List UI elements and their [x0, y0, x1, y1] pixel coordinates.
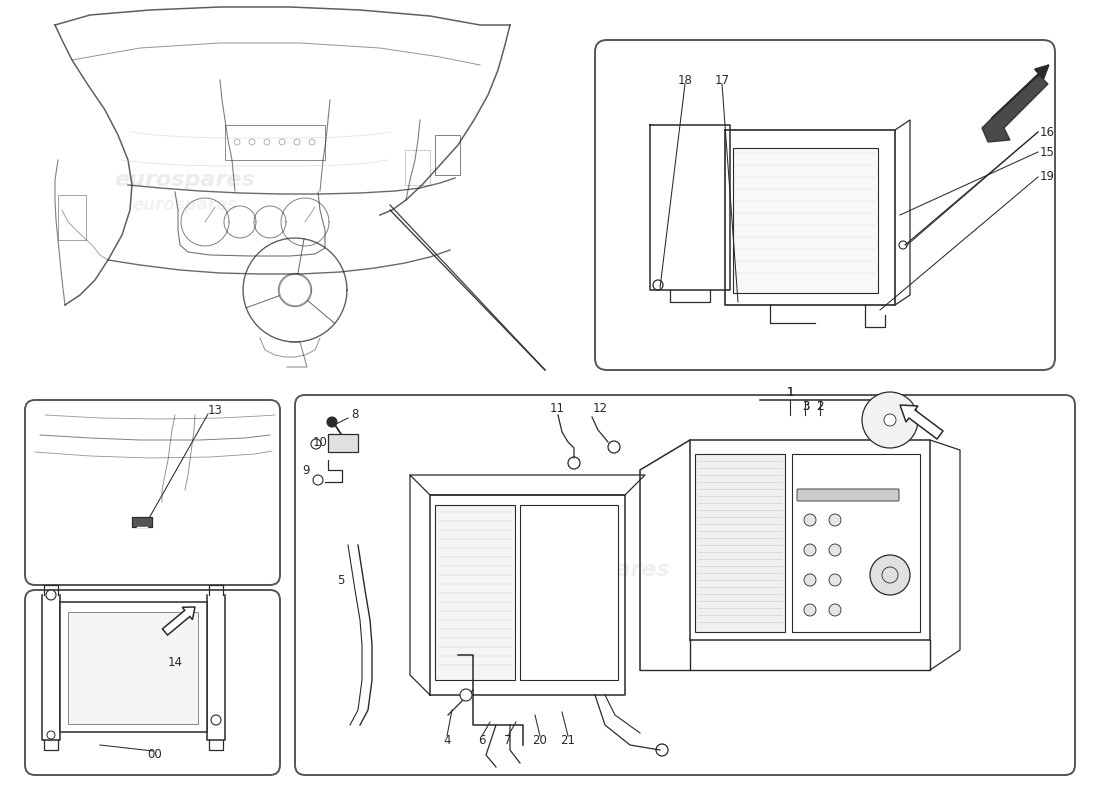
Circle shape: [884, 414, 896, 426]
Bar: [226, 125, 324, 160]
Circle shape: [829, 514, 842, 526]
Text: eurospares: eurospares: [114, 170, 255, 190]
Text: 16: 16: [1040, 126, 1055, 138]
Text: 14: 14: [167, 655, 183, 669]
Text: 12: 12: [593, 402, 607, 414]
Circle shape: [804, 514, 816, 526]
Circle shape: [804, 604, 816, 616]
Text: 8: 8: [351, 409, 359, 422]
Text: 11: 11: [550, 402, 564, 414]
Circle shape: [804, 574, 816, 586]
Text: eurospares: eurospares: [132, 196, 238, 214]
Text: 5: 5: [338, 574, 345, 586]
Text: 1: 1: [786, 386, 794, 398]
Circle shape: [870, 555, 910, 595]
Circle shape: [46, 590, 56, 600]
Text: 7: 7: [504, 734, 512, 746]
Bar: [60, 602, 207, 732]
Bar: [405, 150, 430, 185]
Circle shape: [829, 544, 842, 556]
Text: 20: 20: [532, 734, 548, 746]
Text: 19: 19: [1040, 170, 1055, 183]
Text: 9: 9: [302, 463, 310, 477]
Text: 00: 00: [147, 749, 163, 762]
Circle shape: [460, 689, 472, 701]
Text: eurospares: eurospares: [82, 681, 197, 699]
Circle shape: [804, 544, 816, 556]
Bar: [792, 454, 920, 632]
Text: 18: 18: [678, 74, 692, 86]
Text: 17: 17: [715, 74, 729, 86]
Text: 2: 2: [816, 401, 824, 414]
Text: 3: 3: [802, 401, 810, 414]
Circle shape: [327, 417, 337, 427]
Text: 6: 6: [478, 734, 486, 746]
Text: eurospares: eurospares: [529, 560, 670, 580]
Bar: [328, 434, 358, 452]
Bar: [733, 148, 878, 293]
Text: 10: 10: [314, 435, 328, 449]
Circle shape: [829, 604, 842, 616]
Bar: [434, 135, 460, 175]
Circle shape: [862, 392, 918, 448]
Text: 3: 3: [802, 401, 810, 414]
Text: 4: 4: [443, 734, 451, 746]
Text: 13: 13: [208, 403, 222, 417]
Bar: [520, 505, 618, 680]
Polygon shape: [900, 405, 943, 439]
Text: 1: 1: [786, 386, 794, 398]
Polygon shape: [982, 74, 1048, 142]
Text: 21: 21: [561, 734, 575, 746]
Text: 15: 15: [1040, 146, 1055, 158]
Circle shape: [829, 574, 842, 586]
FancyBboxPatch shape: [798, 489, 899, 501]
Bar: [695, 454, 785, 632]
Bar: [58, 195, 86, 240]
Bar: [68, 612, 198, 724]
Bar: [132, 517, 152, 527]
Bar: [434, 505, 515, 680]
Text: 2: 2: [816, 401, 824, 414]
Text: eurospares: eurospares: [748, 170, 871, 190]
Circle shape: [211, 715, 221, 725]
Polygon shape: [163, 607, 195, 635]
